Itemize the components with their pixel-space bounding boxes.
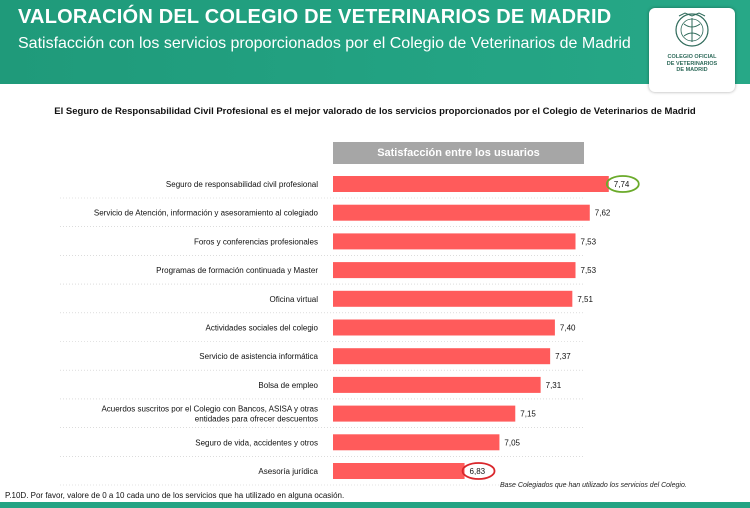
value-label: 7,53	[581, 266, 597, 275]
bar	[333, 262, 576, 279]
page-title: VALORACIÓN DEL COLEGIO DE VETERINARIOS D…	[18, 6, 612, 28]
bar	[333, 376, 541, 393]
bar	[333, 233, 576, 250]
category-label: Asesoría jurídica	[258, 467, 318, 476]
value-label: 7,05	[504, 438, 520, 447]
logo-line: DE MADRID	[676, 67, 708, 73]
category-label: Foros y conferencias profesionales	[194, 237, 318, 246]
logo-line: DE VETERINARIOS	[666, 60, 718, 67]
value-label: 7,53	[581, 237, 597, 246]
value-label: 7,31	[546, 381, 562, 390]
value-label: 6,83	[470, 467, 486, 476]
value-label: 7,37	[555, 352, 571, 361]
bar	[333, 434, 500, 451]
footnote-base: Base Colegiados que han utilizado los se…	[500, 482, 687, 489]
page-subtitle: Satisfacción con los servicios proporcio…	[18, 35, 631, 52]
category-label: Bolsa de empleo	[258, 381, 318, 390]
category-label: Seguro de vida, accidentes y otros	[195, 438, 318, 447]
bar-chart: Seguro de responsabilidad civil profesio…	[60, 175, 640, 486]
max-highlight-ellipse	[605, 175, 640, 193]
footnote-question: P.10D. Por favor, valore de 0 a 10 cada …	[5, 491, 345, 500]
legend-series-label: Satisfacción entre los usuarios	[333, 142, 584, 164]
category-label: Actividades sociales del colegio	[205, 324, 318, 333]
bar	[333, 348, 551, 365]
bar	[333, 290, 573, 307]
bar	[333, 405, 516, 422]
bar	[333, 204, 590, 221]
category-label: Acuerdos suscritos por el Colegio con Ba…	[101, 405, 318, 424]
category-label: Servicio de Atención, información y ases…	[94, 209, 319, 218]
value-label: 7,62	[595, 209, 611, 218]
value-label: 7,51	[577, 295, 593, 304]
category-label: Servicio de asistencia informática	[199, 352, 318, 361]
min-highlight-ellipse	[461, 462, 496, 480]
logo-line: COLEGIO OFICIAL	[667, 54, 717, 60]
value-label: 7,15	[520, 410, 536, 419]
value-label: 7,74	[614, 180, 630, 189]
category-label: Seguro de responsabilidad civil profesio…	[166, 180, 318, 189]
category-label: Programas de formación continuada y Mast…	[156, 266, 318, 275]
chart-heading: El Seguro de Responsabilidad Civil Profe…	[54, 106, 696, 117]
bar	[333, 463, 465, 479]
header-band: VALORACIÓN DEL COLEGIO DE VETERINARIOS D…	[0, 0, 750, 84]
bar	[333, 176, 609, 192]
college-logo: COLEGIO OFICIAL DE VETERINARIOS DE MADRI…	[649, 8, 735, 92]
value-label: 7,40	[560, 324, 576, 333]
category-label: Oficina virtual	[270, 295, 319, 304]
logo-caption: COLEGIO OFICIAL DE VETERINARIOS DE MADRI…	[649, 54, 735, 74]
emblem-icon	[675, 12, 709, 47]
bar	[333, 319, 555, 336]
bottom-band	[0, 502, 750, 508]
